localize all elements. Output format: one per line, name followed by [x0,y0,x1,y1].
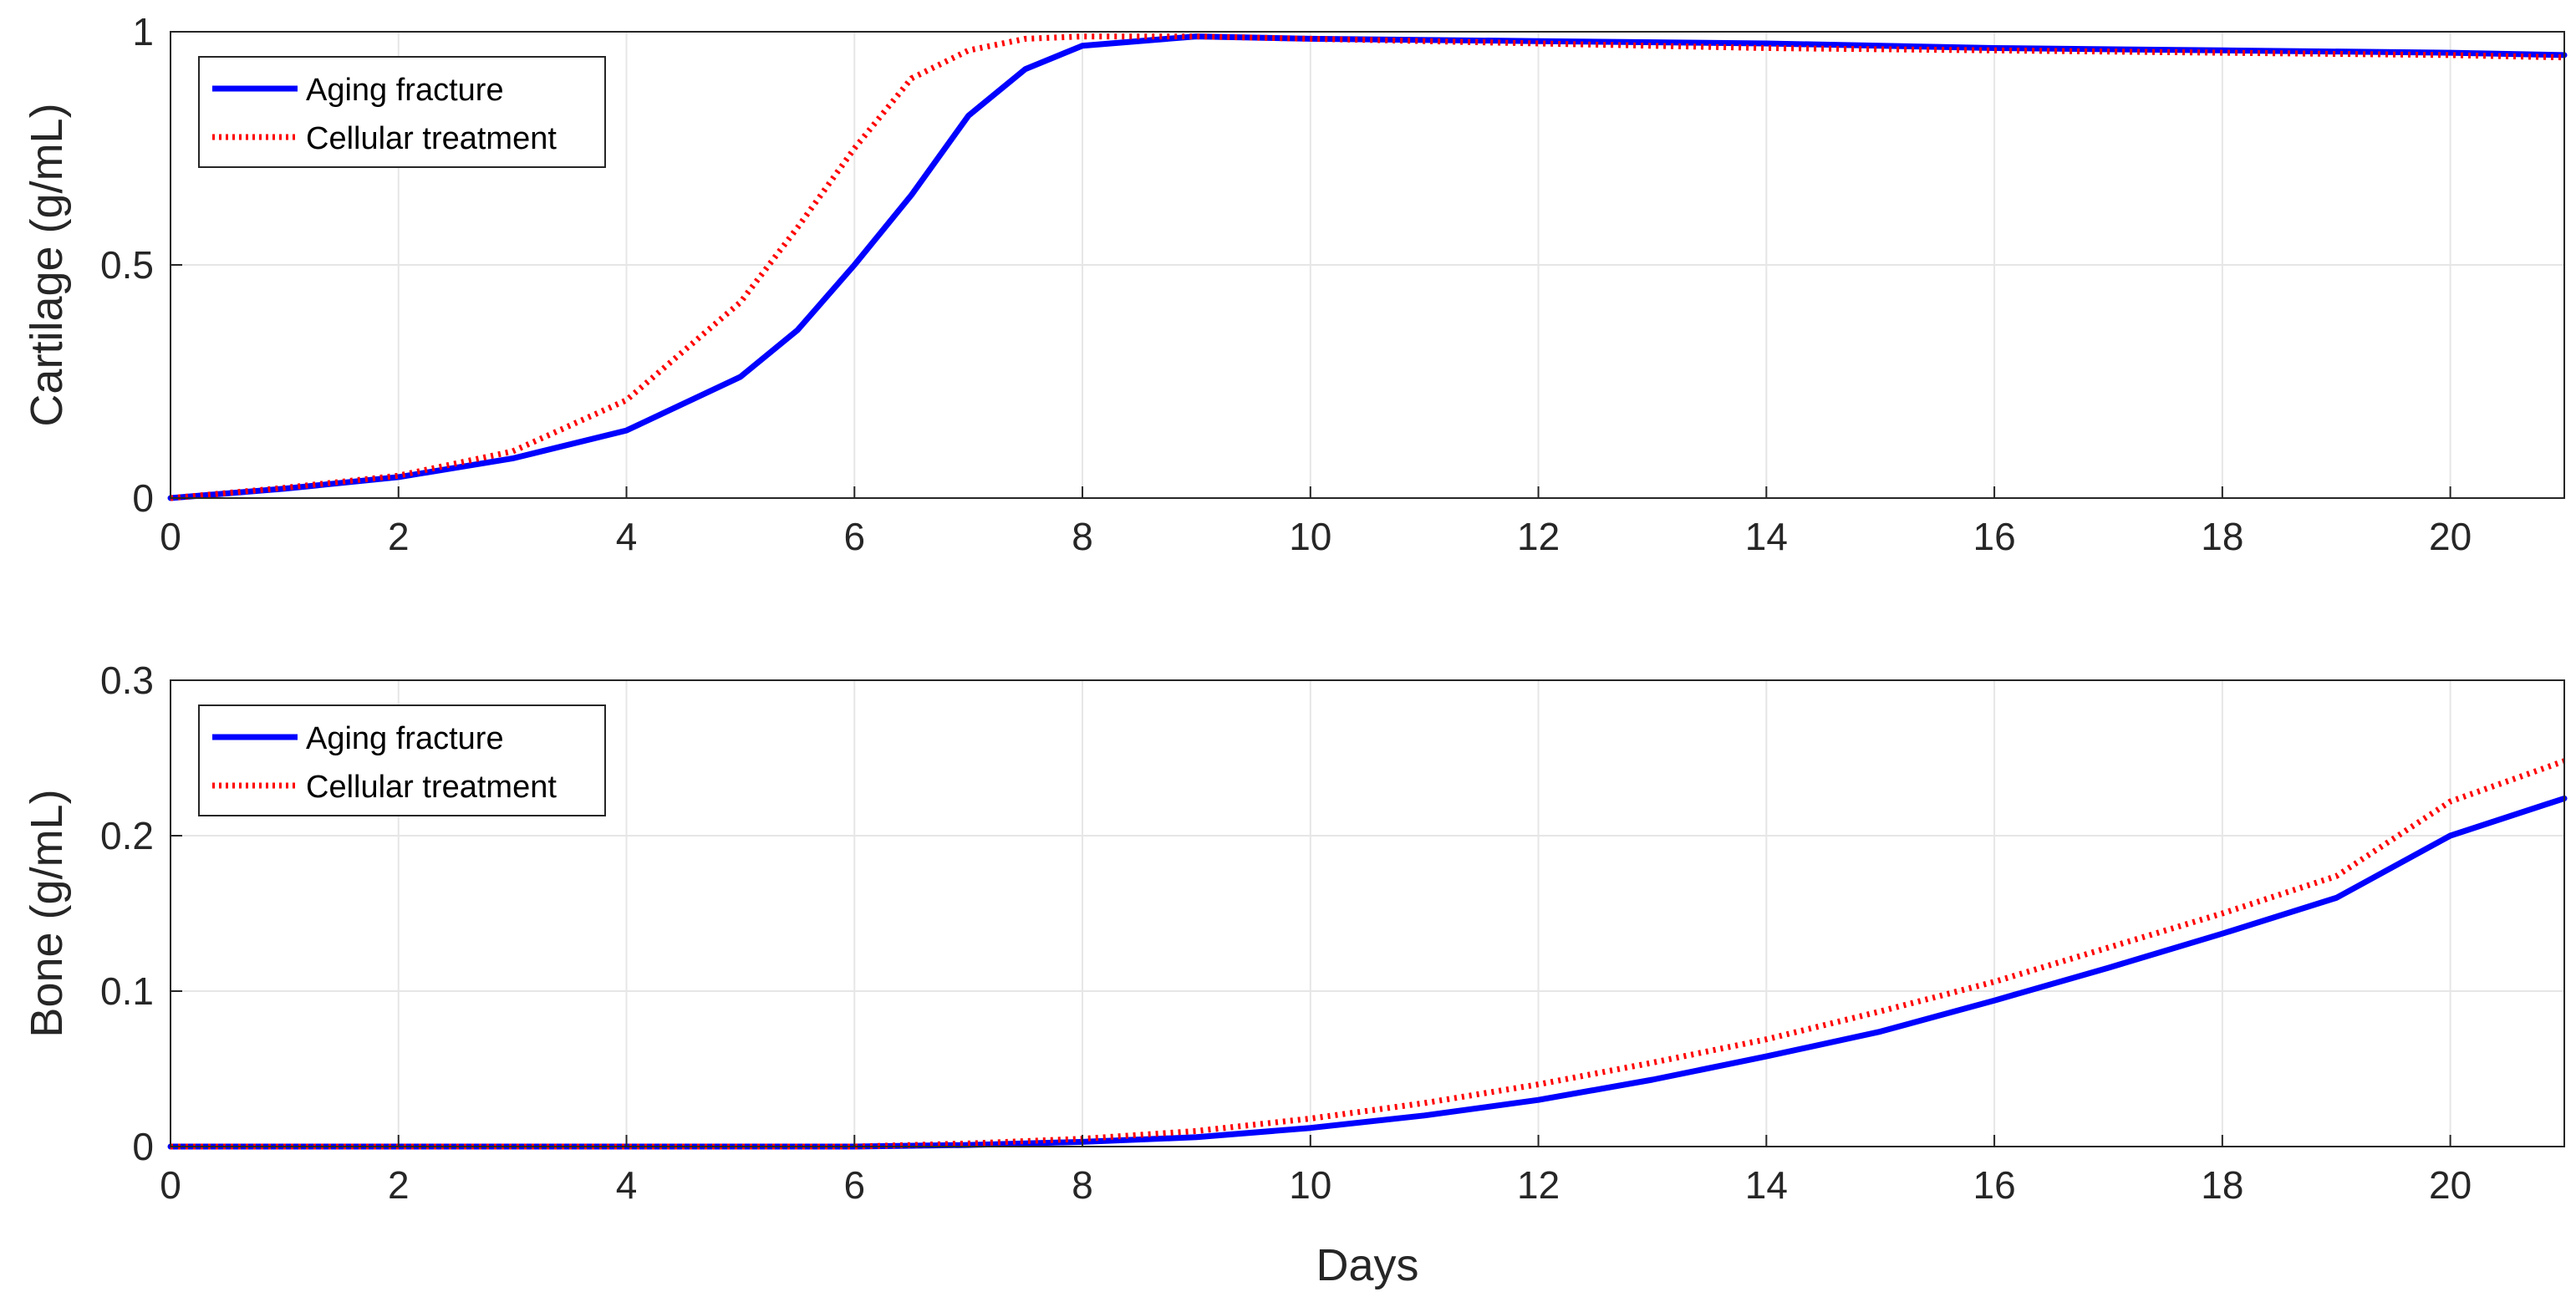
cartilage-x-tick-label: 6 [843,515,865,558]
bone-legend-label-aging: Aging fracture [306,721,504,756]
cartilage-y-tick-label: 0 [132,476,154,520]
cartilage-y-axis-label: Cartilage (g/mL) [22,103,72,426]
bone-y-tick-label: 0.3 [100,659,154,702]
cartilage-legend-box [198,56,606,168]
bone-legend: Aging fracture Cellular treatment [198,704,606,816]
cartilage-x-tick-label: 16 [1973,515,2016,558]
cartilage-x-tick-label: 8 [1072,515,1093,558]
bone-x-tick-label: 12 [1517,1163,1560,1207]
bone-gridlines [171,680,2564,1147]
bone-legend-label-treatment: Cellular treatment [306,770,557,805]
bone-x-ticks: 0 2 4 6 8 10 12 14 16 18 20 [160,1135,2472,1207]
bone-y-axis-label: Bone (g/mL) [22,789,72,1037]
bone-y-ticks: 0 0.1 0.2 0.3 [100,659,182,1168]
bone-axes-box [170,679,2565,1147]
cartilage-y-ticks: 00.51 [100,10,182,520]
bone-x-tick-label: 16 [1973,1163,2016,1207]
bone-x-tick-label: 6 [843,1163,865,1207]
cartilage-series-line-aging-fracture [167,33,2568,501]
cartilage-gridlines [171,32,2564,498]
bone-x-axis-label: Days [1316,1240,1418,1290]
bone-y-tick-label: 0.1 [100,969,154,1013]
bone-plot: 0 2 4 6 8 10 12 14 16 18 20 0 0.1 0.2 0.3 Bone (g/mL)… [22,659,2568,1290]
bone-x-tick-label: 2 [388,1163,410,1207]
bone-x-tick-label: 8 [1072,1163,1093,1207]
bone-y-tick-label: 0 [132,1125,154,1168]
cartilage-y-tick-label: 0.5 [100,243,154,287]
cartilage-x-tick-label: 12 [1517,515,1560,558]
bone-curves [167,758,2568,1150]
bone-y-tick-label: 0.2 [100,814,154,857]
cartilage-x-tick-label: 0 [160,515,181,558]
cartilage-x-tick-label: 2 [388,515,410,558]
bone-series-line-cellular-treatment [171,758,2566,1150]
cartilage-x-ticks: 0 2 4 6 8 10 12 14 16 18 20 [160,486,2472,558]
bone-x-tick-label: 10 [1289,1163,1331,1207]
cartilage-plot: 0 2 4 6 8 10 12 14 16 18 20 00.51 Cartilage (g/mL)… [22,10,2568,558]
bone-x-tick-label: 0 [160,1163,181,1207]
bone-x-tick-label: 20 [2429,1163,2472,1207]
bone-legend-box [198,704,606,816]
cartilage-series-line-cellular-treatment [170,33,2565,501]
cartilage-curves [167,33,2568,501]
cartilage-x-tick-label: 18 [2201,515,2243,558]
cartilage-x-tick-label: 10 [1289,515,1331,558]
cartilage-y-tick-label: 1 [132,10,154,53]
cartilage-legend-label-treatment: Cellular treatment [306,121,557,156]
bone-x-tick-label: 4 [616,1163,638,1207]
cartilage-legend-label-aging: Aging fracture [306,73,504,108]
bone-x-tick-label: 18 [2201,1163,2243,1207]
cartilage-x-tick-label: 4 [616,515,638,558]
bone-x-tick-label: 14 [1745,1163,1788,1207]
cartilage-x-tick-label: 14 [1745,515,1788,558]
cartilage-x-tick-label: 20 [2429,515,2472,558]
cartilage-legend: Aging fracture Cellular treatment [198,56,606,168]
